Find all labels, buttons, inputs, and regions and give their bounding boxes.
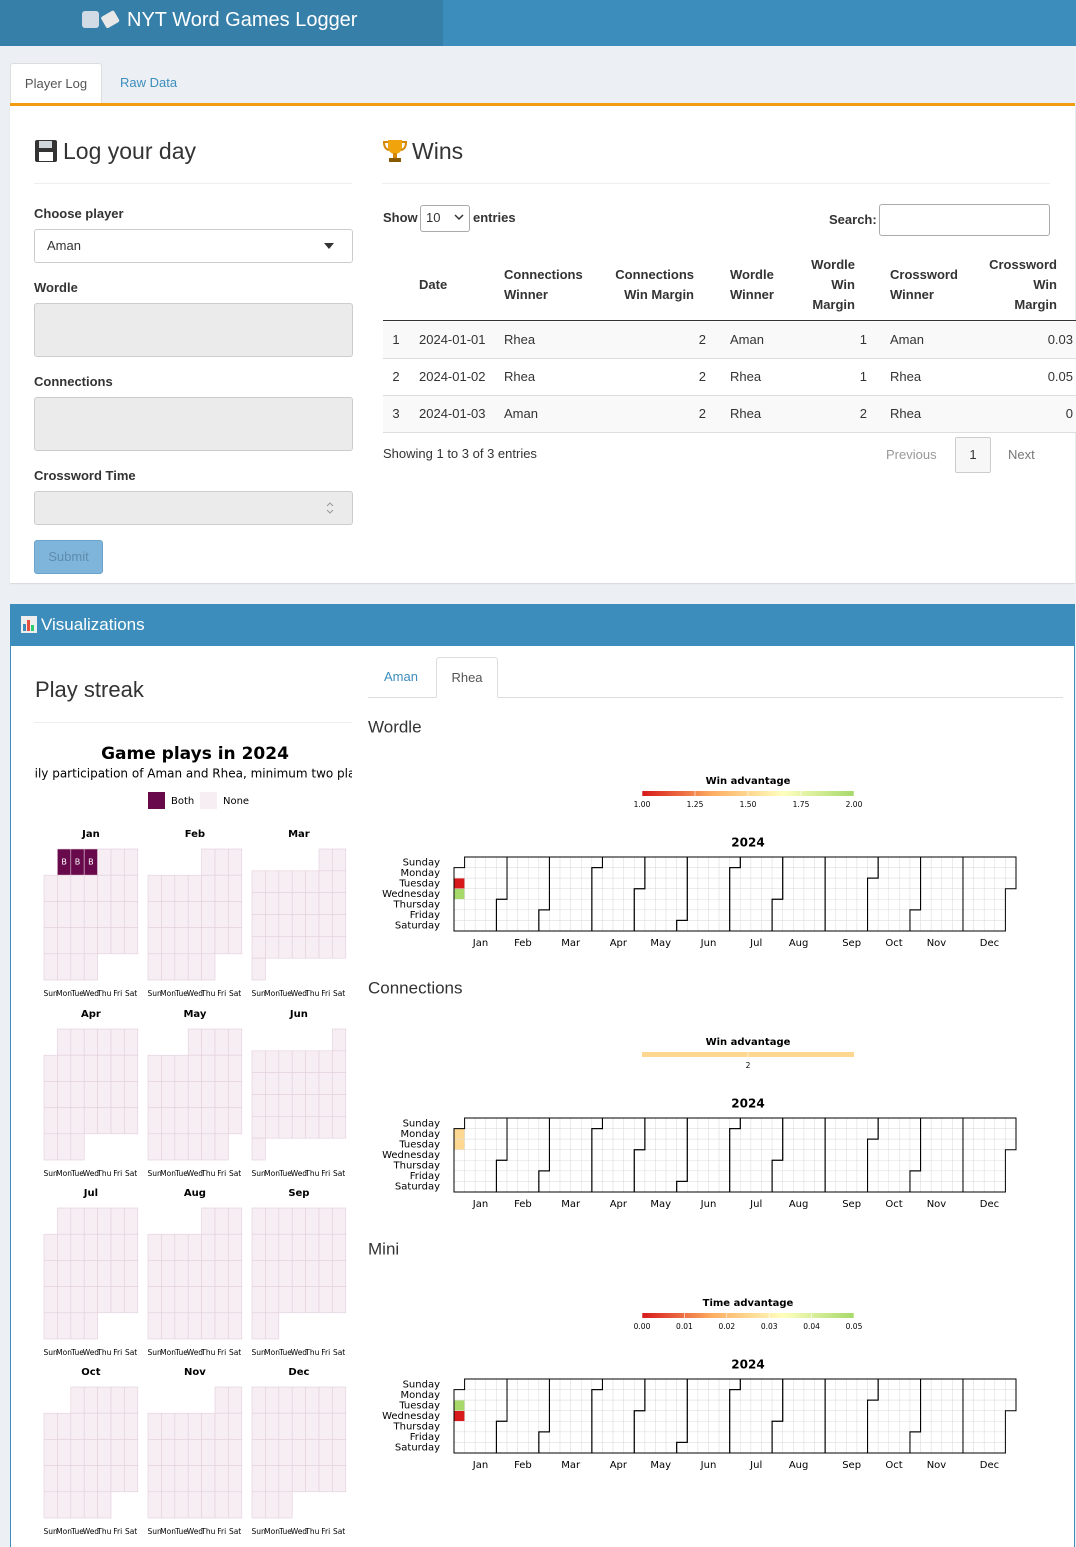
connections-input[interactable] (34, 397, 353, 451)
table-cell: Rhea (890, 369, 922, 384)
log-title: Log your day (63, 138, 196, 164)
table-cell: Aman (504, 406, 538, 421)
connections-label: Connections (34, 374, 113, 389)
wordle-input[interactable] (34, 303, 353, 357)
viz-header (10, 604, 1075, 646)
next-button[interactable]: Next (1008, 447, 1035, 462)
table-cell: 2 (698, 406, 706, 421)
header-logo-area (0, 0, 443, 46)
table-cell: 2 (698, 369, 706, 384)
table-cell: Rhea (730, 369, 762, 384)
tab-rhea[interactable]: Rhea (436, 657, 498, 698)
page-button[interactable]: 1 (955, 437, 991, 473)
table-cell: 0.05 (1047, 369, 1073, 384)
table-cell: Rhea (890, 406, 922, 421)
viz-box (10, 604, 1075, 1547)
tab-aman[interactable]: Aman (384, 669, 418, 684)
floppy-icon (35, 140, 57, 162)
divider (34, 183, 352, 184)
column-header: Crossword Win Margin (989, 257, 1057, 312)
table-cell: Rhea (504, 369, 536, 384)
crossword-input[interactable] (34, 491, 353, 525)
column-header: Wordle Winner (730, 267, 774, 302)
header-icon (82, 10, 120, 28)
chart-icon (21, 616, 37, 633)
play-streak-title: Play streak (35, 677, 144, 702)
table-cell: 2024-01-01 (419, 332, 486, 347)
length-value: 10 (426, 210, 441, 225)
search-input[interactable] (879, 204, 1050, 236)
previous-button[interactable]: Previous (886, 447, 937, 462)
table-cell: 0 (1065, 406, 1073, 421)
wordle-label: Wordle (34, 280, 78, 295)
length-caret (454, 214, 464, 221)
column-header: Crossword Winner (890, 267, 958, 302)
table-cell: 1 (859, 332, 867, 347)
table-header-border (383, 320, 1076, 321)
tab-underline (10, 103, 1075, 106)
table-row (383, 359, 1076, 396)
select-caret (324, 243, 334, 249)
column-header: Connections Winner (504, 267, 583, 302)
row-index: 3 (392, 406, 400, 421)
search-label: Search: (829, 212, 877, 227)
player-label: Choose player (34, 206, 124, 221)
player-value: Aman (47, 238, 81, 253)
column-header: Connections Win Margin (615, 267, 694, 302)
divider (34, 722, 352, 723)
wins-title: Wins (412, 138, 464, 164)
column-header: Date (419, 277, 448, 292)
tab-player-log[interactable]: Player Log (10, 63, 102, 106)
table-cell: 2 (859, 406, 867, 421)
table-cell: Aman (730, 332, 764, 347)
tab-raw-data[interactable]: Raw Data (120, 75, 178, 90)
table-cell: Aman (890, 332, 924, 347)
viz-title: Visualizations (41, 615, 145, 634)
table-cell: 1 (859, 369, 867, 384)
app-title: NYT Word Games Logger (127, 9, 358, 31)
tab-line (368, 697, 1063, 698)
row-index: 2 (392, 369, 400, 384)
column-header: Wordle Win Margin (811, 257, 855, 312)
table-cell: 0.03 (1047, 332, 1073, 347)
row-index: 1 (392, 332, 400, 347)
trophy-icon (382, 140, 408, 162)
table-cell: 2024-01-02 (419, 369, 486, 384)
crossword-label: Crossword Time (34, 468, 136, 483)
table-info: Showing 1 to 3 of 3 entries (383, 446, 537, 461)
submit-button[interactable]: Submit (34, 540, 103, 574)
length-select[interactable] (420, 205, 470, 232)
table-row (383, 396, 1076, 433)
table-cell: Rhea (730, 406, 762, 421)
player-select[interactable] (34, 229, 353, 263)
show-label: Show (383, 210, 418, 225)
table-cell: 2024-01-03 (419, 406, 486, 421)
entries-label: entries (473, 210, 516, 225)
table-cell: Rhea (504, 332, 536, 347)
table-row (383, 322, 1076, 359)
divider (382, 183, 1050, 184)
table-cell: 2 (698, 332, 706, 347)
spinner-icon (326, 502, 334, 514)
